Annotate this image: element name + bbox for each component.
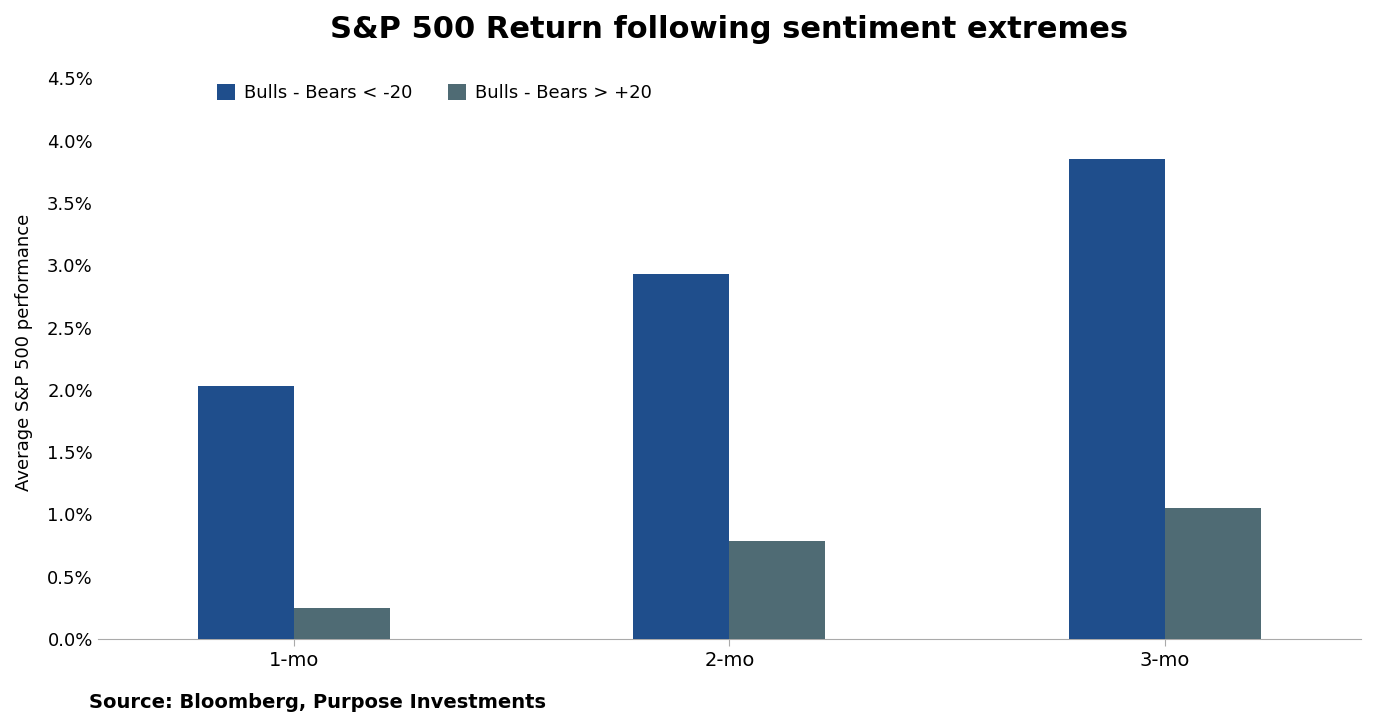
Bar — [729, 541, 826, 639]
Title: S&P 500 Return following sentiment extremes: S&P 500 Return following sentiment extre… — [330, 15, 1128, 44]
Y-axis label: Average S&P 500 performance: Average S&P 500 performance — [15, 214, 33, 491]
Text: Source: Bloomberg, Purpose Investments: Source: Bloomberg, Purpose Investments — [89, 694, 546, 712]
Bar — [1069, 159, 1165, 639]
Bar — [293, 608, 389, 639]
Bar — [1165, 508, 1260, 639]
Bar — [198, 386, 293, 639]
Legend: Bulls - Bears < -20, Bulls - Bears > +20: Bulls - Bears < -20, Bulls - Bears > +20 — [208, 75, 662, 111]
Bar — [633, 274, 729, 639]
